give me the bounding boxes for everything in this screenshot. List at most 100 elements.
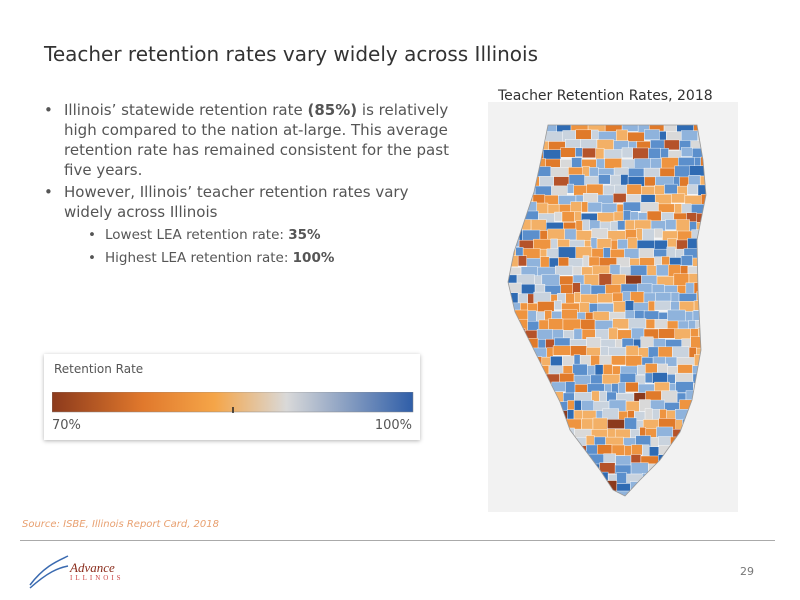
legend-min: 70% — [52, 418, 81, 433]
source-note: Source: ISBE, Illinois Report Card, 2018 — [22, 519, 220, 530]
district — [564, 228, 577, 241]
legend-scale — [52, 392, 414, 413]
district — [580, 293, 598, 304]
district — [553, 300, 562, 310]
bullet: Illinois’ statewide retention rate (85%)… — [30, 100, 450, 180]
state-outline — [507, 124, 707, 497]
district — [555, 265, 574, 276]
district — [630, 462, 649, 475]
district — [624, 445, 632, 457]
district — [517, 293, 528, 304]
district — [652, 372, 668, 384]
district — [613, 211, 624, 222]
legend-max: 100% — [374, 418, 412, 433]
bullet-text: Lowest LEA retention rate: — [105, 227, 289, 243]
district — [592, 417, 608, 432]
district — [612, 193, 627, 203]
district — [621, 147, 633, 159]
bullet: Lowest LEA retention rate: 35% — [30, 225, 450, 245]
district — [570, 201, 582, 213]
district — [637, 364, 646, 375]
district — [600, 346, 609, 357]
district — [675, 372, 694, 383]
district — [658, 328, 675, 339]
district — [645, 363, 658, 374]
logo-sub: ILLINOIS — [70, 574, 124, 582]
district — [554, 211, 563, 222]
district — [566, 409, 575, 421]
district — [598, 174, 611, 185]
district — [631, 444, 643, 456]
district — [645, 319, 656, 329]
bullet-text: (85%) — [307, 101, 358, 119]
district — [626, 184, 642, 195]
district — [654, 228, 663, 239]
bullet-text: 100% — [292, 250, 335, 266]
district — [612, 365, 621, 376]
district — [644, 129, 660, 140]
district — [582, 255, 590, 268]
bullet-text: Highest LEA retention rate: — [105, 250, 293, 266]
district — [552, 345, 571, 356]
district — [590, 355, 600, 367]
bullet: However, Illinois’ teacher retention rat… — [30, 182, 450, 222]
district — [582, 219, 590, 231]
district — [591, 129, 599, 140]
district — [561, 309, 578, 320]
district — [658, 436, 671, 447]
district — [533, 291, 552, 304]
district — [654, 300, 671, 311]
logo-swoosh — [29, 555, 69, 589]
bullet-text: However, Illinois’ teacher retention rat… — [64, 183, 409, 221]
district — [608, 327, 618, 341]
district — [671, 193, 686, 204]
district — [665, 219, 677, 230]
district — [650, 158, 662, 169]
district — [648, 300, 656, 312]
district — [575, 147, 583, 158]
district — [607, 419, 625, 429]
district — [680, 255, 693, 266]
legend: Retention Rate 70% 100% — [44, 354, 420, 440]
bullet-text: 35% — [288, 227, 321, 243]
district — [517, 255, 527, 267]
district — [627, 237, 638, 250]
logo-name: Advance — [70, 560, 115, 575]
district — [561, 211, 575, 223]
district — [530, 219, 547, 232]
district — [622, 291, 631, 302]
district — [617, 382, 626, 394]
district — [588, 256, 600, 267]
district — [515, 247, 524, 257]
legend-title: Retention Rate — [54, 362, 144, 376]
district — [559, 373, 575, 384]
bullet-text: Illinois’ statewide retention rate — [64, 101, 308, 119]
district — [681, 147, 693, 157]
district — [585, 435, 595, 447]
district — [644, 176, 656, 187]
district — [567, 183, 575, 194]
district — [574, 292, 581, 303]
district — [655, 264, 669, 277]
district — [674, 203, 683, 214]
district — [617, 239, 628, 250]
district — [701, 194, 706, 207]
district — [573, 354, 581, 366]
district — [654, 319, 668, 329]
district — [644, 372, 653, 384]
district — [667, 309, 686, 322]
district — [560, 147, 576, 158]
page-number: 29 — [740, 565, 754, 578]
district — [521, 283, 536, 295]
district — [616, 472, 627, 484]
district — [545, 131, 563, 143]
district — [597, 293, 613, 303]
district — [587, 202, 603, 213]
district — [567, 400, 575, 411]
district — [664, 183, 678, 194]
district — [622, 201, 641, 212]
footer-rule — [20, 540, 775, 541]
district — [580, 319, 596, 331]
slide-title: Teacher retention rates vary widely acro… — [44, 42, 539, 66]
